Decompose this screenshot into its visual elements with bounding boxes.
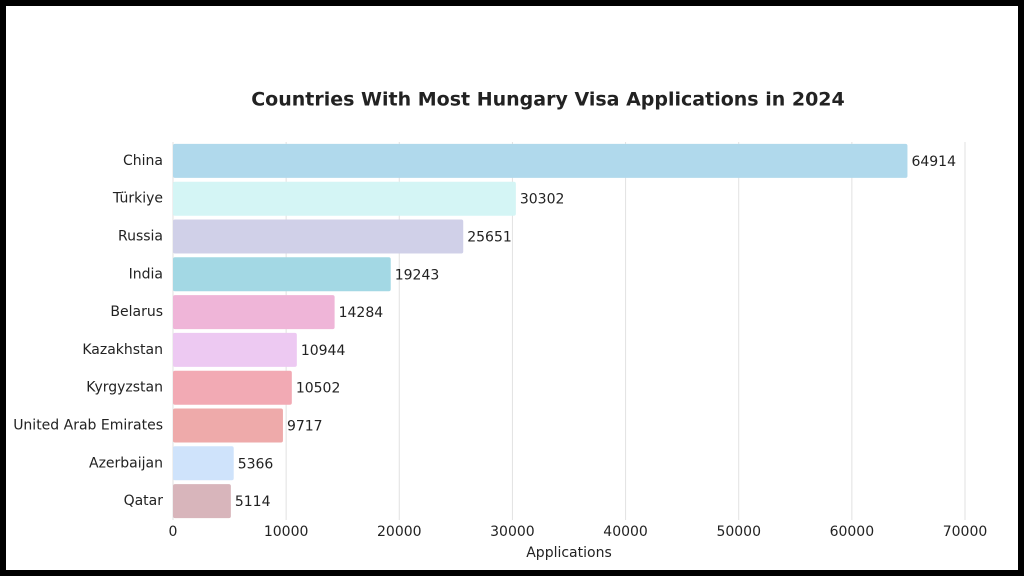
bar	[173, 219, 464, 254]
x-tick-label: 20000	[377, 524, 422, 540]
value-label: 64914	[911, 154, 956, 170]
y-tick-label: Qatar	[124, 493, 164, 509]
y-tick-label: India	[129, 266, 163, 282]
bar	[173, 370, 292, 405]
value-label: 10502	[296, 381, 341, 397]
y-tick-label: Türkiye	[112, 191, 163, 207]
y-tick-label: Kyrgyzstan	[86, 380, 163, 396]
y-tick-label: United Arab Emirates	[13, 418, 163, 434]
y-tick-label: China	[123, 153, 163, 169]
bar	[173, 484, 231, 519]
value-label: 14284	[339, 305, 384, 321]
y-tick-label: Russia	[118, 229, 163, 245]
y-tick-label: Azerbaijan	[89, 455, 163, 471]
value-label: 10944	[301, 343, 346, 359]
bar	[173, 332, 297, 367]
y-tick-label: Kazakhstan	[82, 342, 163, 358]
bar	[173, 295, 335, 330]
y-tick-label: Belarus	[110, 304, 163, 320]
x-tick-label: 50000	[716, 524, 761, 540]
bar	[173, 408, 283, 443]
x-tick-label: 40000	[603, 524, 648, 540]
x-tick-label: 30000	[490, 524, 535, 540]
x-tick-label: 70000	[943, 524, 988, 540]
bar	[173, 446, 234, 481]
value-label: 19243	[395, 267, 440, 283]
chart-title: Countries With Most Hungary Visa Applica…	[251, 89, 845, 111]
x-tick-label: 60000	[830, 524, 875, 540]
bar	[173, 181, 516, 216]
value-label: 5366	[238, 456, 274, 472]
value-label: 30302	[520, 192, 565, 208]
x-tick-label: 10000	[264, 524, 309, 540]
bar	[173, 257, 391, 292]
x-tick-label: 0	[169, 524, 178, 540]
value-label: 25651	[467, 230, 512, 246]
x-axis-label: Applications	[526, 545, 612, 561]
value-label: 5114	[235, 494, 271, 510]
bar	[173, 143, 908, 178]
value-label: 9717	[287, 419, 323, 435]
